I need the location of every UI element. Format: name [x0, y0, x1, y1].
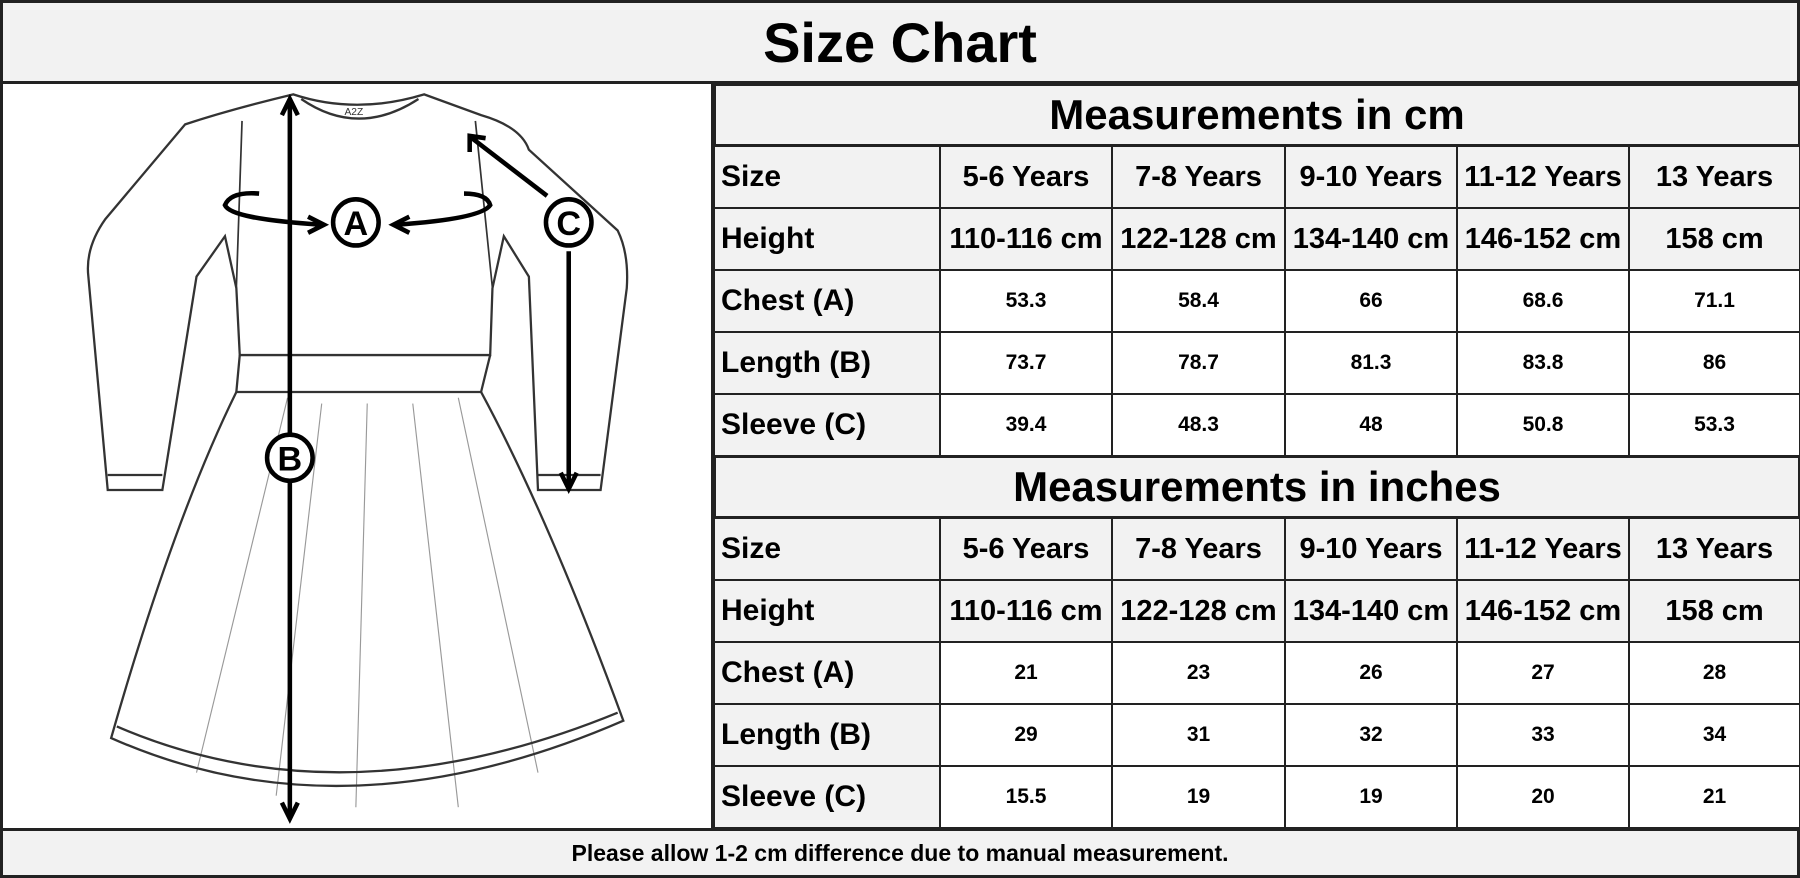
footer-note: Please allow 1-2 cm difference due to ma… [0, 828, 1800, 878]
inch-table: Measurements in inches Size 5-6 Years 7-8 Y… [714, 456, 1800, 828]
brand-logo: A2Z [344, 107, 363, 118]
table-row: Sleeve (C) 39.4 48.3 48 50.8 53.3 [714, 394, 1800, 456]
table-cell: 5-6 Years [940, 518, 1112, 580]
table-cell: 158 cm [1629, 580, 1800, 642]
table-cell: 28 [1629, 642, 1800, 704]
table-cell: 13 Years [1629, 518, 1800, 580]
row-label: Length (B) [714, 704, 940, 766]
row-label: Chest (A) [714, 642, 940, 704]
table-title: Measurements in inches [714, 456, 1800, 518]
table-cell: 73.7 [940, 332, 1112, 394]
table-cell: 19 [1285, 766, 1457, 828]
table-cell: 110-116 cm [940, 208, 1112, 270]
dress-outline [86, 93, 629, 808]
table-row: Size 5-6 Years 7-8 Years 9-10 Years 11-12 Ye… [714, 146, 1800, 208]
table-cell: 7-8 Years [1112, 518, 1285, 580]
table-cell: 66 [1285, 270, 1457, 332]
table-cell: 110-116 cm [940, 580, 1112, 642]
cm-table: Measurements in cm Size 5-6 Years 7-8 Years… [714, 84, 1800, 456]
table-cell: 5-6 Years [940, 146, 1112, 208]
table-cell: 122-128 cm [1112, 580, 1285, 642]
table-cell: 50.8 [1457, 394, 1629, 456]
table-cell: 39.4 [940, 394, 1112, 456]
label-c-circle [543, 197, 594, 248]
row-label: Chest (A) [714, 270, 940, 332]
table-cell: 134-140 cm [1285, 208, 1457, 270]
row-label: Height [714, 580, 940, 642]
table-cell: 15.5 [940, 766, 1112, 828]
table-cell: 53.3 [1629, 394, 1800, 456]
size-tables: Measurements in cm Size 5-6 Years 7-8 Years… [714, 84, 1800, 828]
row-label: Size [714, 518, 940, 580]
table-cell: 48.3 [1112, 394, 1285, 456]
table-row: Height 110-116 cm 122-128 cm 134-140 cm 146-… [714, 208, 1800, 270]
table-cell: 48 [1285, 394, 1457, 456]
label-a: A [344, 205, 369, 243]
table-cell: 134-140 cm [1285, 580, 1457, 642]
table-cell: 19 [1112, 766, 1285, 828]
table-row: Chest (A) 21 23 26 27 28 [714, 642, 1800, 704]
label-a-circle [330, 197, 381, 248]
table-cell: 71.1 [1629, 270, 1800, 332]
table-cell: 9-10 Years [1285, 518, 1457, 580]
row-label: Length (B) [714, 332, 940, 394]
table-row: Height 110-116 cm 122-128 cm 134-140 cm 146-… [714, 580, 1800, 642]
table-cell: 122-128 cm [1112, 208, 1285, 270]
table-cell: 23 [1112, 642, 1285, 704]
table-cell: 21 [1629, 766, 1800, 828]
page-title: Size Chart [0, 0, 1800, 84]
table-cell: 34 [1629, 704, 1800, 766]
table-cell: 7-8 Years [1112, 146, 1285, 208]
table-cell: 33 [1457, 704, 1629, 766]
table-cell: 58.4 [1112, 270, 1285, 332]
table-cell: 68.6 [1457, 270, 1629, 332]
table-cell: 26 [1285, 642, 1457, 704]
table-row: Length (B) 73.7 78.7 81.3 83.8 86 [714, 332, 1800, 394]
label-c: C [556, 205, 581, 243]
table-cell: 146-152 cm [1457, 208, 1629, 270]
table-cell: 21 [940, 642, 1112, 704]
table-row: Size 5-6 Years 7-8 Years 9-10 Years 11-12 Ye… [714, 518, 1800, 580]
table-cell: 158 cm [1629, 208, 1800, 270]
row-label: Sleeve (C) [714, 394, 940, 456]
label-b: B [278, 440, 303, 478]
table-cell: 86 [1629, 332, 1800, 394]
label-b-circle [264, 432, 315, 484]
row-label: Height [714, 208, 940, 270]
table-cell: 83.8 [1457, 332, 1629, 394]
dress-illustration: A B C A2Z [0, 84, 714, 828]
table-cell: 13 Years [1629, 146, 1800, 208]
table-cell: 29 [940, 704, 1112, 766]
table-cell: 9-10 Years [1285, 146, 1457, 208]
table-cell: 146-152 cm [1457, 580, 1629, 642]
table-cell: 27 [1457, 642, 1629, 704]
table-cell: 78.7 [1112, 332, 1285, 394]
table-cell: 53.3 [940, 270, 1112, 332]
table-cell: 31 [1112, 704, 1285, 766]
table-cell: 20 [1457, 766, 1629, 828]
table-row: Sleeve (C) 15.5 19 19 20 21 [714, 766, 1800, 828]
table-cell: 11-12 Years [1457, 146, 1629, 208]
table-cell: 32 [1285, 704, 1457, 766]
table-row: Chest (A) 53.3 58.4 66 68.6 71.1 [714, 270, 1800, 332]
table-cell: 81.3 [1285, 332, 1457, 394]
table-cell: 11-12 Years [1457, 518, 1629, 580]
row-label: Size [714, 146, 940, 208]
table-row: Length (B) 29 31 32 33 34 [714, 704, 1800, 766]
row-label: Sleeve (C) [714, 766, 940, 828]
table-title: Measurements in cm [714, 84, 1800, 146]
